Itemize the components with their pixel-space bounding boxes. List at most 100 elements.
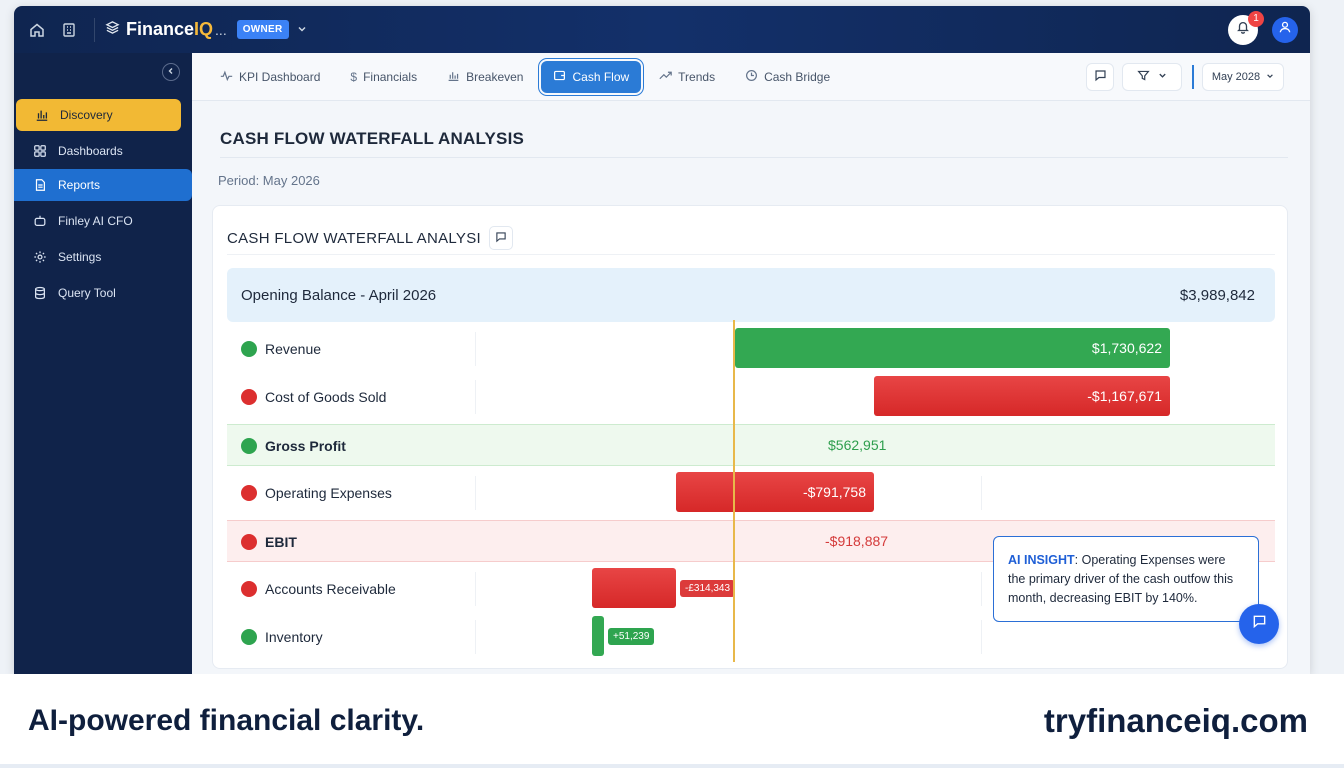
tab-label: Cash Bridge [764, 69, 831, 84]
clock-icon [745, 69, 758, 85]
topbar-divider [94, 17, 95, 42]
row-divider [475, 332, 476, 366]
footer-banner: AI-powered financial clarity. tryfinance… [0, 674, 1344, 768]
bar-accounts-receivable[interactable] [592, 568, 676, 608]
home-icon[interactable] [26, 19, 48, 41]
comment-icon [1094, 69, 1107, 85]
sidebar-item-finley-ai-cfo[interactable]: Finley AI CFO [14, 205, 192, 237]
ai-insight-callout: AI INSIGHT: Operating Expenses were the … [993, 536, 1259, 622]
sidebar-item-dashboards[interactable]: Dashboards [14, 135, 192, 167]
sidebar-item-label: Query Tool [58, 286, 116, 300]
bar-chart-icon [447, 69, 460, 85]
app-window: Finance IQ... OWNER 1 [14, 6, 1310, 674]
bar-chart-icon [34, 107, 50, 123]
sidebar: Discovery Dashboards Reports Finley AI C… [14, 53, 192, 674]
accounts-receivable-value: -£314,343 [680, 580, 736, 597]
sidebar-item-label: Finley AI CFO [58, 214, 133, 228]
tagline: AI-powered financial clarity. [28, 704, 425, 737]
row-divider [475, 572, 476, 606]
row-label: Accounts Receivable [241, 568, 396, 610]
row-divider [981, 572, 982, 606]
bar-inventory[interactable] [592, 616, 604, 656]
tab-breakeven[interactable]: Breakeven [447, 69, 523, 85]
tab-actions: May 2028 [1086, 63, 1284, 91]
bar-operating-expenses[interactable]: -$791,758 [676, 472, 874, 512]
toolbar-divider [1192, 65, 1194, 89]
opening-balance-value: $3,989,842 [1179, 286, 1255, 304]
card-header: CASH FLOW WATERFALL ANALYSI [227, 226, 513, 250]
negative-dot-icon [241, 534, 257, 550]
dollar-icon: $ [350, 69, 358, 84]
row-divider [981, 620, 982, 654]
positive-dot-icon [241, 341, 257, 357]
bar-value: -$1,167,671 [1087, 388, 1162, 404]
tab-trends[interactable]: Trends [659, 69, 715, 85]
page-title: CASH FLOW WATERFALL ANALYSIS [220, 129, 525, 148]
trend-up-icon [659, 69, 672, 85]
row-label-text: Accounts Receivable [265, 581, 396, 597]
opening-balance-row: Opening Balance - April 2026 $3,989,842 [227, 268, 1275, 322]
card-title: CASH FLOW WATERFALL ANALYSI [227, 229, 481, 247]
row-divider [981, 476, 982, 510]
row-divider [475, 620, 476, 654]
website-link[interactable]: tryfinanceiq.com [1043, 702, 1308, 739]
chevron-down-icon[interactable] [297, 23, 307, 37]
pulse-icon [220, 69, 233, 85]
brand-accent: IQ [194, 19, 214, 39]
building-icon[interactable] [58, 19, 80, 41]
wallet-icon [553, 69, 566, 85]
negative-dot-icon [241, 389, 257, 405]
sidebar-item-discovery[interactable]: Discovery [16, 99, 181, 131]
filter-button[interactable] [1122, 63, 1182, 91]
comment-button[interactable] [1086, 63, 1114, 91]
user-avatar-button[interactable] [1272, 16, 1298, 43]
main-content: KPI Dashboard $ Financials Breakeven Cas… [192, 53, 1310, 674]
role-badge: OWNER [236, 20, 289, 39]
title-divider [220, 157, 1288, 158]
bar-cost-of-goods-sold[interactable]: -$1,167,671 [874, 376, 1170, 416]
layers-icon [105, 19, 120, 40]
positive-dot-icon [241, 629, 257, 645]
row-label-text: Gross Profit [265, 438, 346, 454]
card-comment-button[interactable] [489, 226, 513, 250]
row-label-text: Revenue [265, 341, 322, 357]
sidebar-item-settings[interactable]: Settings [14, 241, 192, 273]
row-label: EBIT [241, 521, 297, 563]
waterfall-row-revenue: Revenue $1,730,622 [227, 328, 1275, 370]
notifications-button[interactable]: 1 [1228, 10, 1264, 45]
bar-revenue[interactable]: $1,730,622 [735, 328, 1170, 368]
row-label-text: Operating Expenses [265, 485, 392, 501]
document-icon [32, 177, 48, 193]
tab-kpi-dashboard[interactable]: KPI Dashboard [220, 69, 320, 85]
brand-name: Finance [126, 19, 195, 39]
tab-financials[interactable]: $ Financials [350, 70, 417, 84]
top-bar: Finance IQ... OWNER 1 [14, 6, 1310, 53]
waterfall-card: CASH FLOW WATERFALL ANALYSI Opening Bala… [212, 205, 1288, 669]
chat-button[interactable] [1239, 604, 1279, 644]
tab-label: Breakeven [466, 69, 524, 84]
chevron-down-icon [1158, 71, 1167, 83]
positive-dot-icon [241, 438, 257, 454]
ai-insight-text: : Operating Expenses were the primary dr… [1008, 553, 1234, 605]
tab-cash-bridge[interactable]: Cash Bridge [745, 69, 830, 85]
waterfall-row-gross-profit: Gross Profit $562,951 [227, 424, 1275, 466]
period-select-value: May 2028 [1211, 71, 1261, 83]
bar-value: -$791,758 [802, 484, 866, 500]
tab-label: Financials [363, 69, 418, 84]
collapse-sidebar-button[interactable] [162, 63, 180, 81]
tab-cash-flow[interactable]: Cash Flow [541, 60, 642, 93]
waterfall-row-accounts-receivable: Accounts Receivable -£314,343 [227, 568, 1275, 610]
period-select[interactable]: May 2028 [1202, 63, 1284, 91]
comment-icon [495, 230, 507, 247]
user-icon [1278, 20, 1292, 39]
ebit-value: -$918,887 [825, 533, 889, 549]
gross-profit-value: $562,951 [828, 437, 887, 453]
negative-dot-icon [241, 485, 257, 501]
sidebar-item-query-tool[interactable]: Query Tool [14, 277, 192, 309]
waterfall-row-operating-expenses: Operating Expenses -$791,758 [227, 472, 1275, 514]
sidebar-item-reports[interactable]: Reports [14, 169, 192, 201]
card-divider [227, 254, 1275, 255]
brand-logo[interactable]: Finance IQ... [105, 19, 227, 40]
row-label-text: Inventory [265, 629, 323, 645]
row-divider [475, 380, 476, 414]
